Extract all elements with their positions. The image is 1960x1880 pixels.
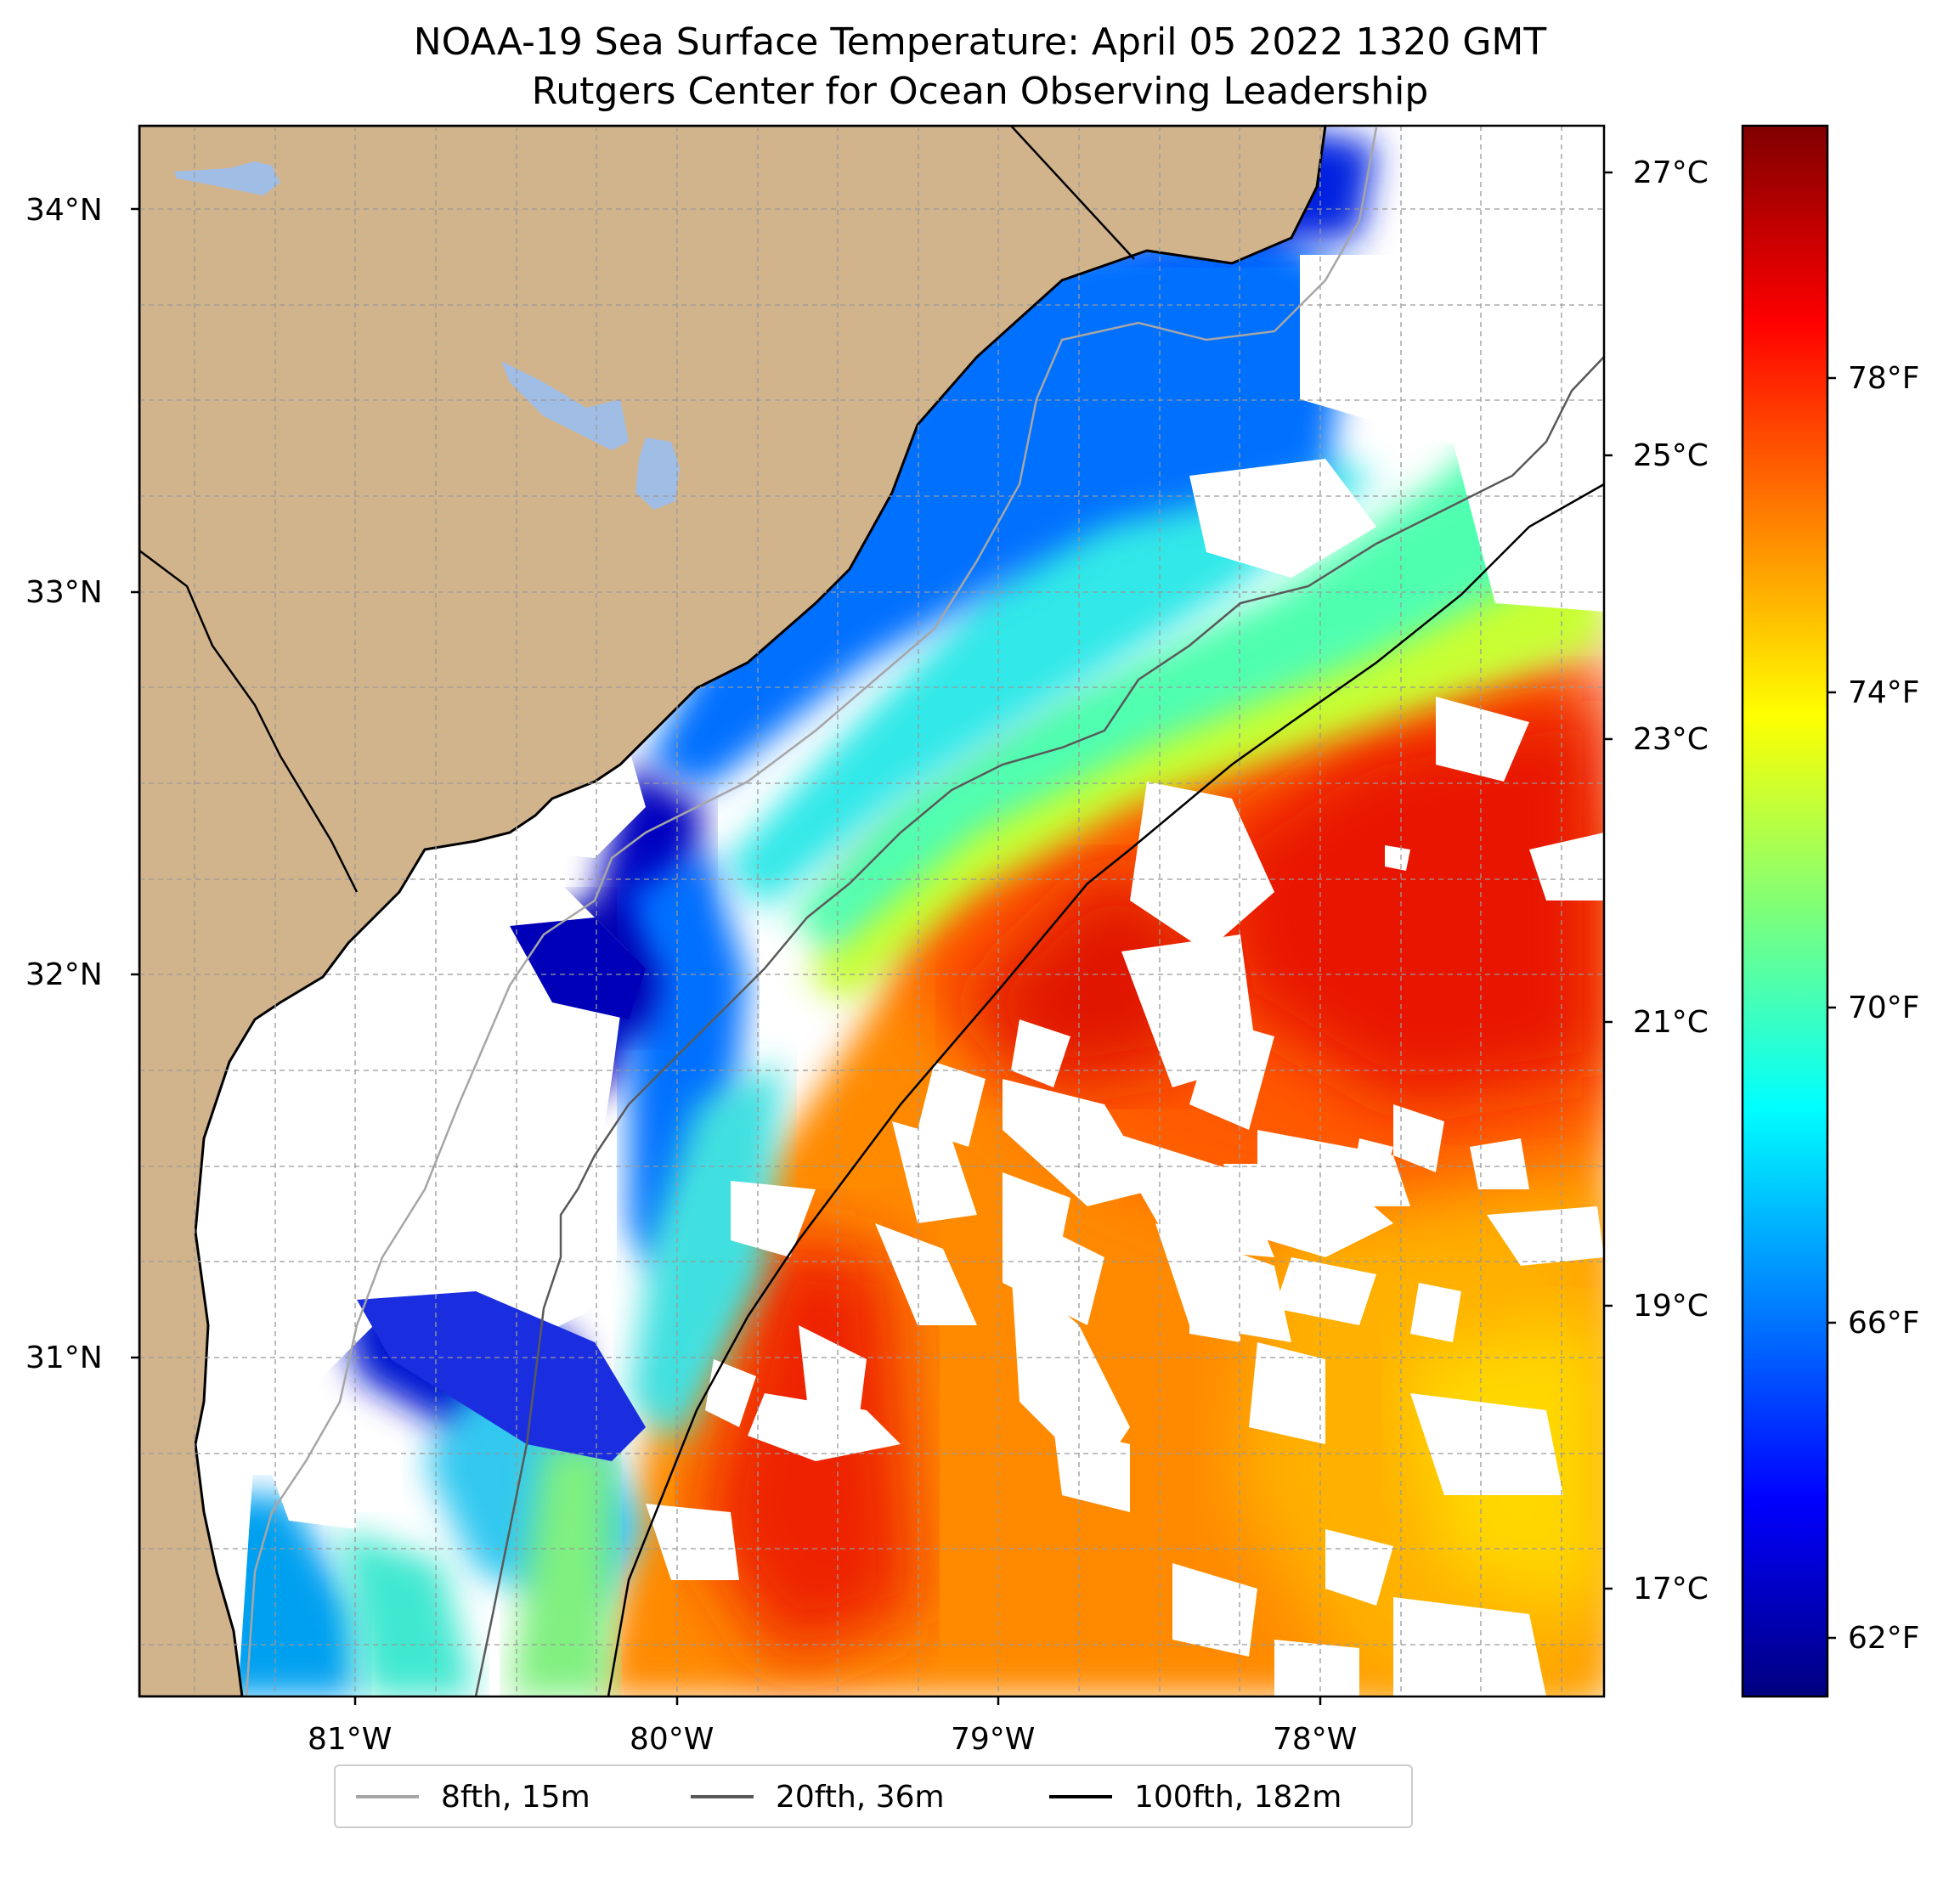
colorbar-celsius-label: 25°C bbox=[1633, 439, 1709, 473]
legend-item-20fth: 20fth, 36m bbox=[691, 1776, 945, 1817]
lat-tick-label: 32°N bbox=[25, 958, 103, 992]
legend-label: 20fth, 36m bbox=[776, 1780, 945, 1815]
legend-swatch bbox=[356, 1795, 419, 1798]
colorbar-celsius-label: 23°C bbox=[1633, 723, 1709, 757]
lat-tick-label: 31°N bbox=[25, 1341, 103, 1375]
contour-legend: 8fth, 15m 20fth, 36m 100fth, 182m bbox=[334, 1764, 1413, 1828]
lon-tick-label: 78°W bbox=[1273, 1723, 1357, 1757]
colorbar-celsius-label: 19°C bbox=[1633, 1290, 1709, 1324]
lon-tick-label: 81°W bbox=[308, 1723, 392, 1757]
lon-tick-label: 79°W bbox=[951, 1723, 1035, 1757]
colorbar-fahrenheit-label: 70°F bbox=[1848, 991, 1920, 1025]
colorbar-celsius-label: 17°C bbox=[1633, 1572, 1709, 1606]
legend-label: 100fth, 182m bbox=[1134, 1780, 1341, 1815]
legend-item-100fth: 100fth, 182m bbox=[1049, 1776, 1341, 1817]
legend-swatch bbox=[1049, 1795, 1112, 1798]
lat-tick-label: 34°N bbox=[25, 194, 103, 228]
lat-tick-label: 33°N bbox=[25, 576, 103, 610]
lon-tick-label: 80°W bbox=[630, 1723, 714, 1757]
colorbar-gradient bbox=[1743, 126, 1827, 1697]
legend-label: 8fth, 15m bbox=[441, 1780, 590, 1815]
legend-swatch bbox=[691, 1795, 754, 1798]
legend-item-8fth: 8fth, 15m bbox=[356, 1776, 590, 1817]
colorbar-celsius-label: 27°C bbox=[1633, 156, 1709, 190]
colorbar-fahrenheit-label: 62°F bbox=[1848, 1622, 1920, 1656]
colorbar-celsius-label: 21°C bbox=[1633, 1006, 1709, 1040]
colorbar-fahrenheit-label: 78°F bbox=[1848, 362, 1920, 396]
colorbar-fahrenheit-label: 74°F bbox=[1848, 676, 1920, 710]
map-plot-area bbox=[139, 126, 1604, 1697]
colorbar-fahrenheit-label: 66°F bbox=[1848, 1307, 1920, 1341]
